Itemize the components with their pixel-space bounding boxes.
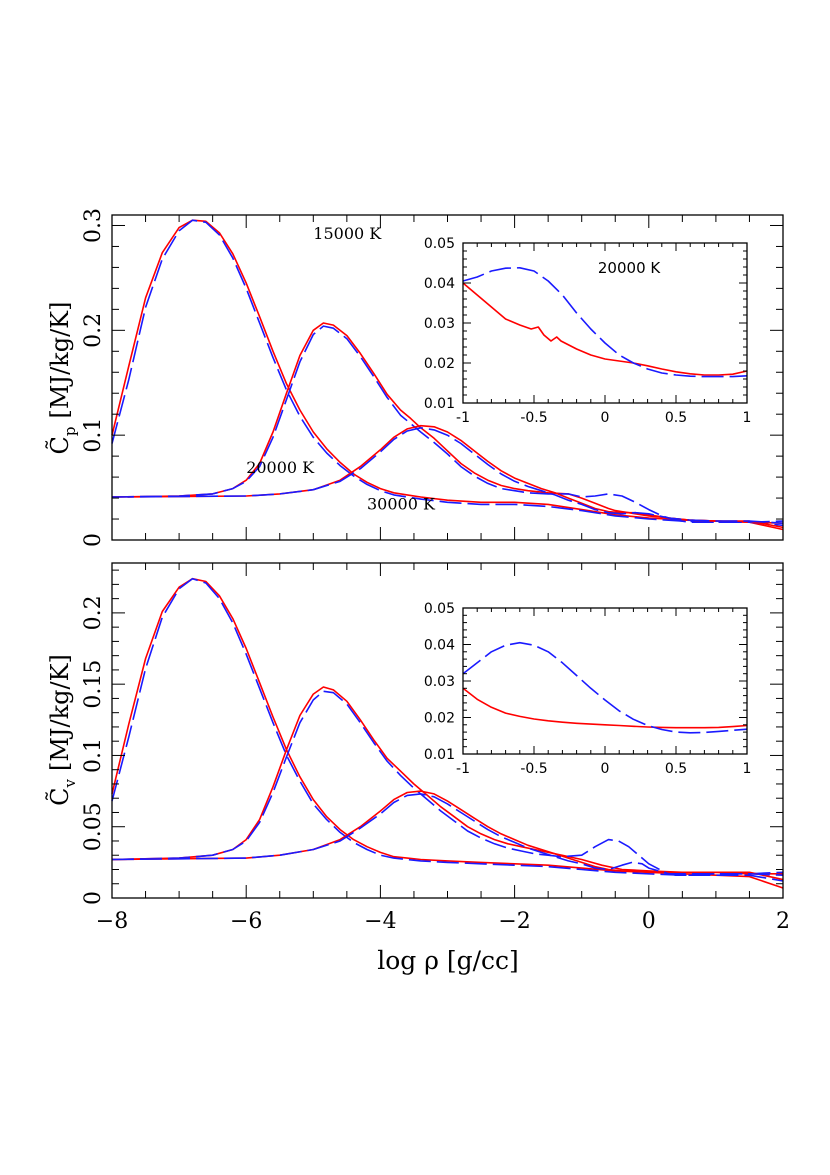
cp-series-red-30000k	[111, 424, 784, 529]
cv-y-tick-label: 0	[81, 891, 106, 905]
cp_inset-y-tick-label: 0.02	[424, 356, 455, 372]
cv-ylabel-symbol: C̃	[46, 788, 74, 806]
cp_inset-x-tick-label: 1	[743, 410, 752, 426]
svg-text:C̃p[MJ/kg/K]: C̃p [MJ/kg/K]	[46, 302, 79, 455]
cv-ylabel-unit: [MJ/kg/K]	[46, 654, 74, 771]
cv_inset-y-tick-label: 0.05	[424, 601, 455, 617]
cp-y-tick-label: 0	[81, 533, 106, 547]
cv_inset-y-tick-label: 0.04	[424, 638, 455, 654]
cv-series-red-20000k	[111, 686, 783, 875]
cv_inset-y-tick-label: 0.02	[424, 711, 455, 727]
cv-series-red-30000k	[111, 790, 784, 881]
cp_inset-series-blue-20000k	[462, 267, 748, 378]
cv_inset-series-blue-20000k	[462, 641, 748, 734]
cv-y-tick-label: 0.15	[81, 660, 106, 709]
cv-x-tick-label: 2	[776, 909, 790, 934]
svg-text:C̃v[MJ/kg/K]: C̃v [MJ/kg/K]	[46, 654, 79, 806]
inset-background	[463, 243, 747, 403]
cp_inset-y-tick-label: 0.03	[424, 316, 455, 332]
cp_inset-annotation-label: 20000 K	[598, 259, 661, 277]
cv_inset-y-tick-label: 0.01	[424, 747, 455, 763]
cv-inset-panel: -1 -0.5 0 0.5 1 0.01 0.02 0.03 0.04 0.05	[424, 601, 752, 777]
cv-y-tick-label: 0.1	[81, 738, 106, 773]
cp-panel: 0 0.1 0.2 0.3 15000 K 20000 K 30000 K	[81, 208, 784, 547]
cp_inset-y-tick-label: 0.01	[424, 396, 455, 412]
cp-y-tick-label: 0.3	[81, 208, 106, 243]
cv-x-tick-label: −6	[230, 909, 262, 934]
cv-series-blue-20000k	[111, 690, 784, 876]
cv-ylabel-sub: v	[61, 779, 79, 789]
cp-ylabel-sub: p	[61, 426, 79, 436]
cp-series-blue-30000k	[111, 427, 784, 524]
cp_inset-x-tick-label: 0.5	[665, 410, 687, 426]
cv_inset-x-tick-label: -0.5	[520, 761, 547, 777]
cp-annotation-label: 15000 K	[313, 224, 382, 243]
cp-annotation-label: 20000 K	[246, 458, 315, 477]
x-axis-label: log ρ [g/cc]	[377, 946, 519, 975]
cp-series-blue-20000k	[111, 325, 784, 523]
cp_inset-y-tick-label: 0.04	[424, 276, 455, 292]
cv-y-tick-label: 0.2	[81, 595, 106, 630]
cv-x-tick-label: −8	[96, 909, 128, 934]
cv_inset-x-tick-label: -1	[456, 761, 470, 777]
cv-y-tick-label: 0.05	[81, 802, 106, 851]
cv-series-blue-30000k	[111, 793, 784, 876]
cv_inset-series-red-20000k	[462, 687, 748, 729]
cp_inset-x-tick-label: -1	[456, 410, 470, 426]
cv_inset-x-tick-label: 0	[601, 761, 610, 777]
cv-x-tick-label: 0	[642, 909, 656, 934]
cv_inset-x-tick-label: 1	[743, 761, 752, 777]
cp_inset-x-tick-label: 0	[601, 410, 610, 426]
cp-y-tick-label: 0.2	[81, 313, 106, 348]
cp-ylabel-unit: [MJ/kg/K]	[46, 302, 74, 419]
cp_inset-series-red-20000k	[462, 282, 748, 376]
cv-y-axis-label: C̃v [MJ/kg/K]	[46, 654, 79, 806]
cv-x-tick-label: −4	[364, 909, 396, 934]
cv-panel: −8 −6 −4 −2 0 2 0 0.05 0.1 0.15 0.2	[81, 562, 790, 934]
cp_inset-y-tick-label: 0.05	[424, 236, 455, 252]
cp-y-axis-label: C̃p [MJ/kg/K]	[46, 302, 79, 455]
cv_inset-y-tick-label: 0.03	[424, 674, 455, 690]
cv-x-tick-label: −2	[498, 909, 530, 934]
cp-inset-panel: -1 -0.5 0 0.5 1 0.01 0.02 0.03 0.04 0.05 20000 K	[424, 236, 752, 426]
cv_inset-x-tick-label: 0.5	[665, 761, 687, 777]
cp-y-tick-label: 0.1	[81, 418, 106, 453]
cp-series-red-15000k	[111, 219, 784, 531]
cp-annotation-label: 30000 K	[367, 495, 436, 514]
inset-background	[463, 608, 747, 754]
cp-series-blue-15000k	[111, 219, 784, 527]
cp_inset-x-tick-label: -0.5	[520, 410, 547, 426]
cp-ylabel-symbol: C̃	[46, 436, 74, 454]
